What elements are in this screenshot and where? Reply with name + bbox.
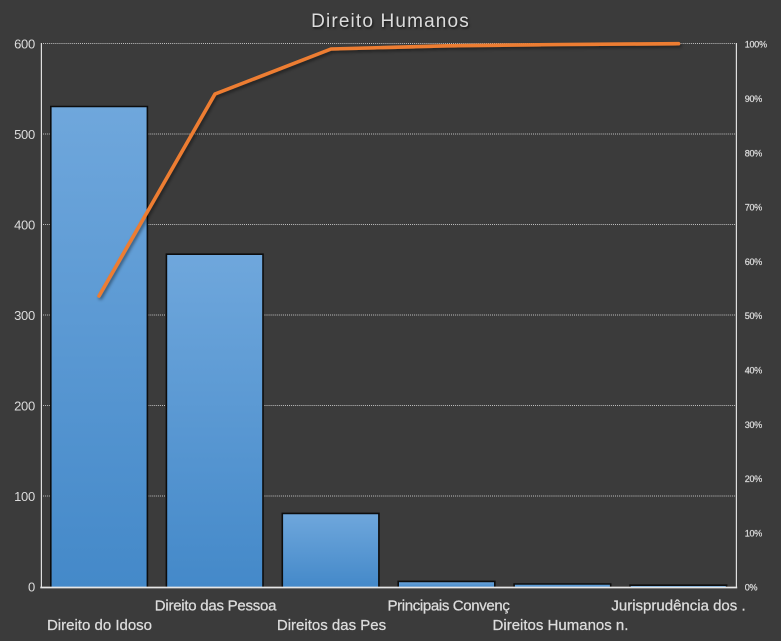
svg-text:0: 0 xyxy=(28,580,35,595)
svg-text:20%: 20% xyxy=(745,474,763,484)
svg-text:400: 400 xyxy=(14,218,35,233)
svg-text:Direito das Pessoa: Direito das Pessoa xyxy=(155,598,277,615)
svg-text:40%: 40% xyxy=(745,366,763,376)
svg-text:Jurisprudência dos .: Jurisprudência dos . xyxy=(611,598,745,615)
svg-text:60%: 60% xyxy=(745,257,763,267)
svg-text:10%: 10% xyxy=(745,528,763,538)
svg-text:70%: 70% xyxy=(745,203,763,213)
svg-text:300: 300 xyxy=(14,308,35,323)
svg-text:Direitos das Pes: Direitos das Pes xyxy=(277,617,386,634)
svg-text:200: 200 xyxy=(14,399,35,414)
svg-text:500: 500 xyxy=(14,127,35,142)
svg-text:50%: 50% xyxy=(745,311,763,321)
svg-text:Direito do Idoso: Direito do Idoso xyxy=(47,617,152,634)
svg-text:90%: 90% xyxy=(745,94,763,104)
svg-text:100: 100 xyxy=(14,489,35,504)
svg-text:Direito Humanos: Direito Humanos xyxy=(311,11,470,32)
svg-text:80%: 80% xyxy=(745,148,763,158)
svg-text:Direitos Humanos n.: Direitos Humanos n. xyxy=(493,617,629,634)
svg-text:Principais Convenç: Principais Convenç xyxy=(387,598,510,615)
svg-text:100%: 100% xyxy=(745,40,767,50)
svg-text:600: 600 xyxy=(14,37,35,52)
svg-text:0%: 0% xyxy=(745,583,758,593)
svg-text:30%: 30% xyxy=(745,420,763,430)
